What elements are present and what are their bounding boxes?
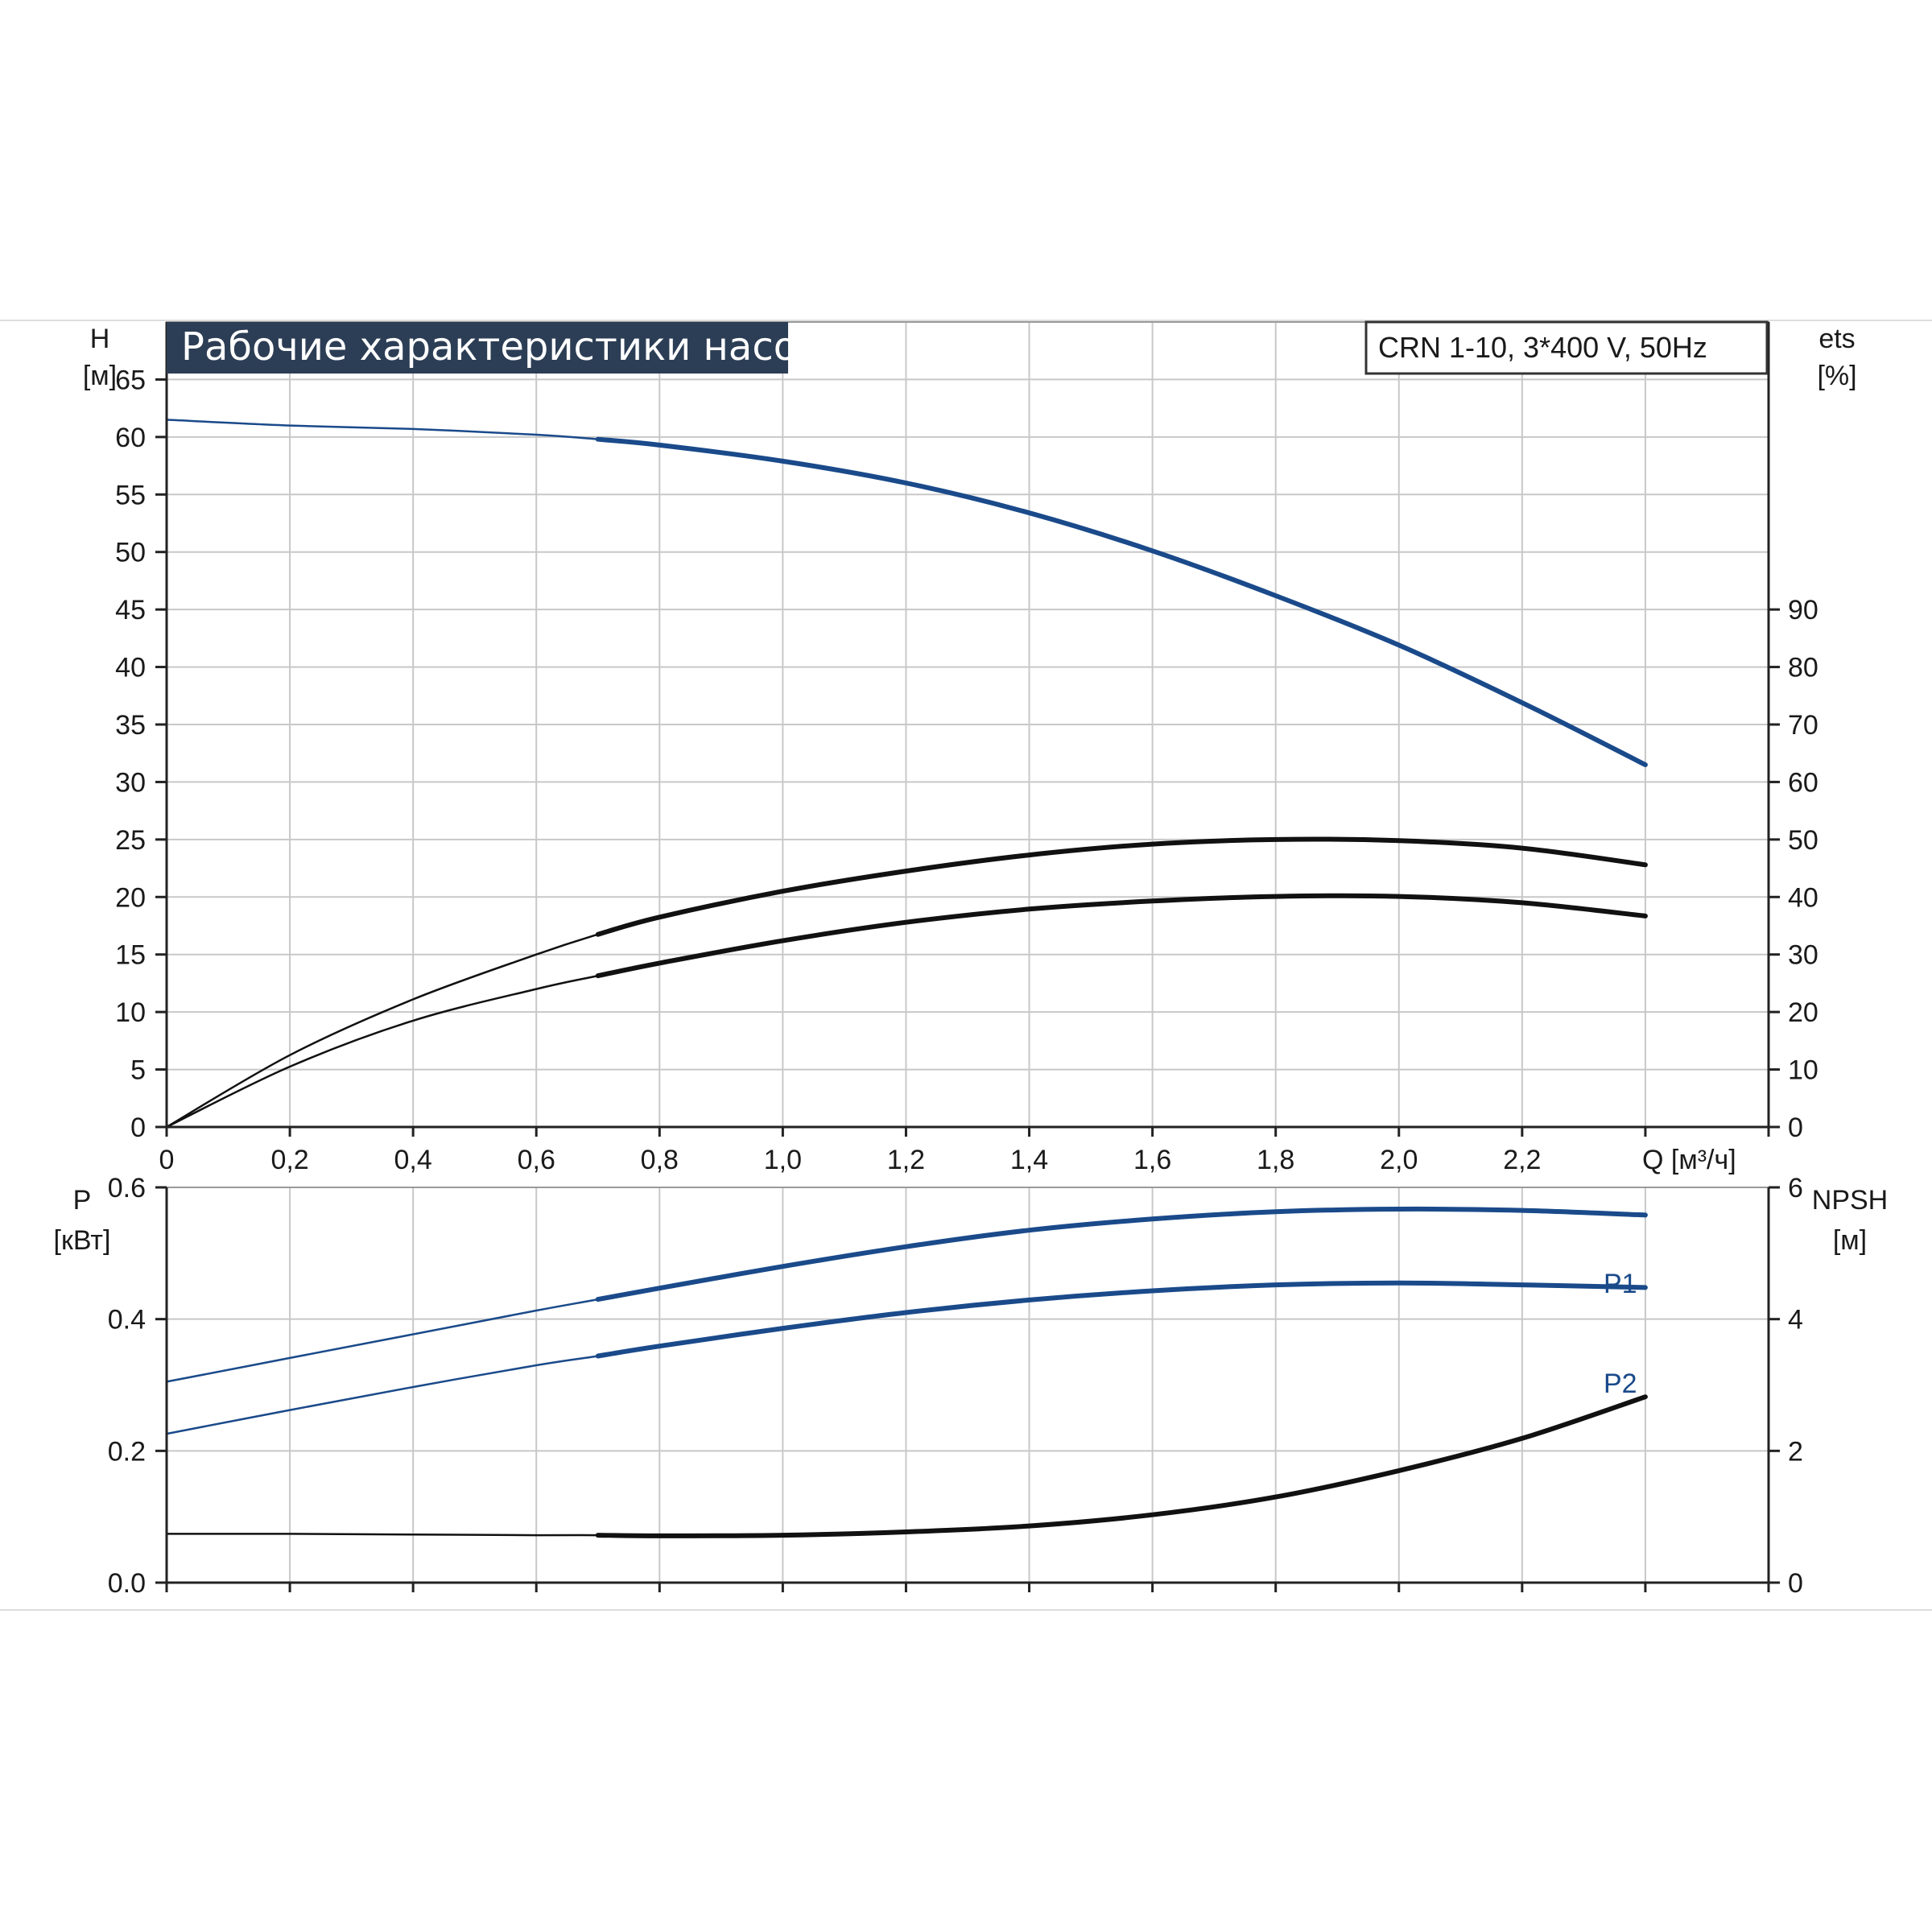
y-tick-label-right: 6 <box>1788 1173 1803 1203</box>
y-axis-label-head-unit: [м] <box>83 361 117 391</box>
y-tick-label-left: 0.2 <box>108 1436 146 1467</box>
y-tick-label-left: 45 <box>115 595 146 625</box>
series-line-2 <box>595 1394 1648 1538</box>
x-tick-label: 1,4 <box>1010 1145 1048 1175</box>
x-tick-label: 0 <box>159 1145 175 1175</box>
model-label-box <box>1364 320 1769 375</box>
y-tick-label-right: 50 <box>1788 825 1818 856</box>
y-tick-label-left: 5 <box>130 1055 146 1086</box>
y-tick-label-left: 35 <box>115 710 146 741</box>
bottom-axes: 0.0 0.2 0.4 0.6 0 2 4 6 <box>108 1173 1803 1599</box>
y-tick-label-left: 30 <box>115 767 146 798</box>
series-line-0 <box>595 1206 1648 1302</box>
bottom-series <box>166 1206 1648 1538</box>
y-tick-label-right: 70 <box>1788 710 1818 741</box>
y-tick-label-left: 15 <box>115 940 146 971</box>
x-axis-label-flow: Q [м³/ч] <box>1642 1145 1736 1175</box>
x-tick-label: 0,4 <box>394 1145 432 1175</box>
series-line-0 <box>595 436 1648 767</box>
y-tick-label-left: 0.0 <box>108 1568 146 1599</box>
y-axis-label-npsh-symbol: NPSH <box>1812 1185 1888 1216</box>
y-tick-label-left: 25 <box>115 825 146 856</box>
y-tick-label-left: 0 <box>130 1113 146 1143</box>
y-tick-label-right: 0 <box>1788 1113 1803 1143</box>
y-axis-label-power-unit: [кВт] <box>54 1225 111 1256</box>
x-tick-label: 0,2 <box>270 1145 308 1175</box>
y-tick-label-left: 65 <box>115 365 146 395</box>
top-series <box>166 419 1648 1129</box>
x-tick-label: 0,6 <box>518 1145 555 1175</box>
x-tick-label: 2,2 <box>1503 1145 1541 1175</box>
x-tick-label: 1,0 <box>764 1145 802 1175</box>
series-line-1 <box>595 1280 1648 1359</box>
y-axis-label-power-symbol: P <box>73 1185 92 1216</box>
y-axis-label-head-symbol: H <box>90 324 110 354</box>
y-tick-label-left: 40 <box>115 653 146 683</box>
curve-label-p2: P2 <box>1604 1368 1637 1399</box>
bottom-grid <box>166 1187 1769 1583</box>
y-tick-label-right: 0 <box>1788 1568 1803 1599</box>
chart-title-box <box>167 322 788 374</box>
curve-label-p1: P1 <box>1604 1269 1637 1299</box>
y-tick-label-right: 4 <box>1788 1305 1803 1335</box>
y-tick-label-left: 0.6 <box>108 1173 146 1203</box>
plot-frame <box>166 1187 1769 1583</box>
y-tick-label-right: 40 <box>1788 882 1818 913</box>
y-tick-label-left: 10 <box>115 997 146 1028</box>
y-tick-label-left: 50 <box>115 538 146 568</box>
series-line-1 <box>595 836 1648 937</box>
y-tick-label-left: 55 <box>115 480 146 510</box>
y-tick-label-right: 30 <box>1788 940 1818 971</box>
y-tick-label-left: 0.4 <box>108 1305 146 1335</box>
y-tick-label-left: 20 <box>115 882 146 913</box>
y-axis-label-npsh-unit: [м] <box>1833 1225 1867 1256</box>
top-axes: 0 5 10 15 20 25 30 35 40 45 50 55 60 65 0 10 20 30 40 50 60 7… <box>115 322 1818 1175</box>
series-line-2 <box>595 893 1648 979</box>
model-label: CRN 1-10, 3*400 V, 50Hz <box>1378 331 1707 364</box>
x-tick-label: 1,6 <box>1133 1145 1171 1175</box>
y-tick-label-right: 20 <box>1788 997 1818 1028</box>
x-tick-label: 1,2 <box>887 1145 925 1175</box>
y-tick-label-right: 2 <box>1788 1436 1803 1467</box>
y-tick-label-right: 80 <box>1788 653 1818 683</box>
top-grid <box>166 321 1769 1128</box>
y-tick-label-right: 10 <box>1788 1055 1818 1086</box>
head-efficiency-panel: 0 5 10 15 20 25 30 35 40 45 50 55 60 65 0 10 20 30 40 50 60 7… <box>83 320 1857 1175</box>
x-tick-label: 0,8 <box>641 1145 679 1175</box>
x-tick-label: 1,8 <box>1257 1145 1294 1175</box>
x-tick-label: 2,0 <box>1380 1145 1418 1175</box>
y-tick-label-left: 60 <box>115 423 146 453</box>
chart-title: Рабочие характеристики насоса <box>181 324 842 369</box>
y-tick-label-right: 60 <box>1788 767 1818 798</box>
power-npsh-panel: 0.0 0.2 0.4 0.6 0 2 4 6 P [кВт] NPSH [м] P1 P2 <box>54 1173 1889 1599</box>
y-axis-label-eff-symbol: ets <box>1818 324 1855 354</box>
y-axis-label-eff-unit: [%] <box>1817 361 1856 391</box>
y-tick-label-right: 90 <box>1788 595 1818 625</box>
